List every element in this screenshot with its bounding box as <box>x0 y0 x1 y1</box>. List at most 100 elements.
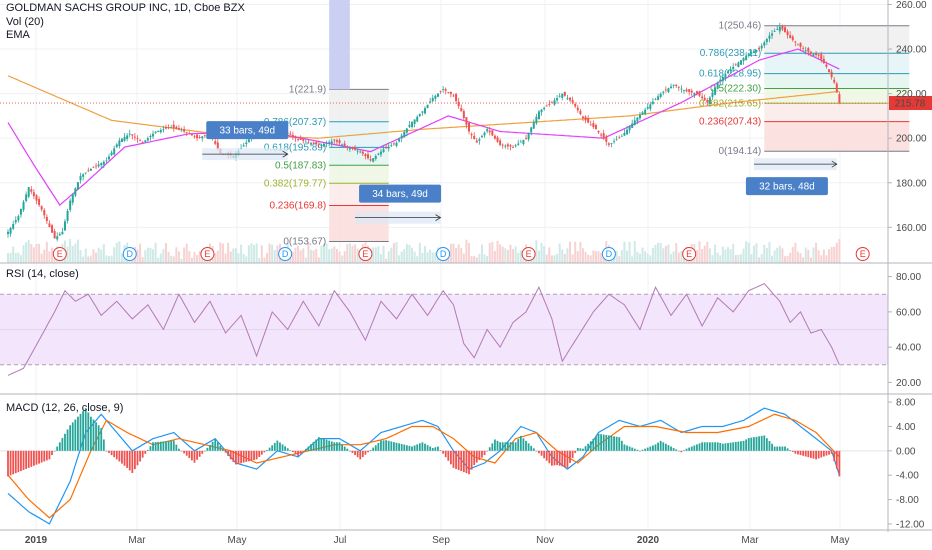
event-marker-letter: D <box>282 249 289 259</box>
macd-histogram-bar <box>636 449 639 451</box>
candle-body <box>436 93 439 97</box>
candle-body <box>149 135 152 138</box>
macd-histogram-bar <box>442 450 445 454</box>
event-marker <box>278 247 293 261</box>
candle-body <box>361 151 364 154</box>
candle-body <box>628 126 631 131</box>
volume-bar <box>682 256 685 263</box>
candle-body <box>170 127 173 128</box>
volume-indicator-label[interactable]: Vol (20) <box>6 16 44 28</box>
volume-bar <box>193 252 196 263</box>
last-price-tag <box>889 96 932 111</box>
volume-bar <box>413 251 416 263</box>
macd-histogram-bar <box>729 442 732 451</box>
candle-body <box>193 136 196 138</box>
candle-body <box>470 133 473 136</box>
volume-bar <box>102 244 105 263</box>
macd-histogram-bar <box>343 446 346 451</box>
candle-body <box>382 149 385 152</box>
volume-bar <box>804 247 807 263</box>
volume-bar <box>468 243 471 263</box>
candle-body <box>175 126 178 129</box>
volume-bar <box>465 239 468 263</box>
candle-body <box>714 87 717 95</box>
ema-indicator-label[interactable]: EMA <box>6 29 30 41</box>
macd-histogram-bar <box>203 450 206 452</box>
candle-body <box>144 140 147 142</box>
candle-body <box>413 119 416 124</box>
candle-body <box>141 142 144 144</box>
volume-bar <box>310 249 313 263</box>
volume-bar <box>677 252 680 263</box>
macd-histogram-bar <box>338 442 341 451</box>
symbol-title[interactable]: GOLDMAN SACHS GROUP INC, 1D, Cboe BZX <box>6 2 245 14</box>
volume-bar <box>232 248 235 263</box>
macd-histogram-bar <box>92 419 95 451</box>
candle-body <box>304 141 307 143</box>
candle-body <box>631 123 634 128</box>
volume-bar <box>470 255 473 263</box>
candle-body <box>742 57 745 61</box>
volume-bar <box>486 255 489 263</box>
macd-histogram-bar <box>644 448 647 451</box>
price-axis-tick-label: 180.00 <box>896 178 927 189</box>
price-axis-tick-label: 240.00 <box>896 45 927 56</box>
candle-body <box>768 35 771 39</box>
volume-bar <box>312 250 315 263</box>
candle-body <box>576 107 579 111</box>
macd-histogram-bar <box>356 450 359 458</box>
volume-bar <box>188 251 191 263</box>
macd-histogram-bar <box>260 450 263 455</box>
candle-body <box>196 134 199 139</box>
macd-histogram-bar <box>172 440 175 451</box>
macd-histogram-bar <box>610 435 613 451</box>
candle-body <box>76 182 79 190</box>
volume-bar <box>825 255 828 263</box>
candle-body <box>750 52 753 54</box>
macd-axis-tick-label: -4.00 <box>896 471 919 482</box>
volume-bar <box>719 255 722 263</box>
macd-histogram-bar <box>639 450 641 452</box>
volume-bar <box>711 255 714 263</box>
candle-body <box>188 133 191 135</box>
candle-body <box>587 118 590 123</box>
volume-bar <box>597 251 600 263</box>
volume-bar <box>773 250 776 263</box>
macd-histogram-bar <box>255 450 258 460</box>
candle-body <box>185 132 188 134</box>
fib-zone <box>764 73 910 89</box>
macd-histogram-bar <box>253 450 255 460</box>
volume-bar <box>330 248 333 263</box>
macd-histogram-bar <box>377 442 380 451</box>
volume-bar <box>346 244 349 263</box>
candle-body <box>693 93 696 95</box>
volume-bar <box>291 251 294 263</box>
candle-body <box>732 66 735 70</box>
candle-body <box>118 140 121 147</box>
macd-histogram-bar <box>297 450 299 456</box>
macd-pane-title[interactable]: MACD (12, 26, close, 9) <box>6 402 124 414</box>
candle-body <box>504 145 507 147</box>
rsi-pane-title[interactable]: RSI (14, close) <box>6 268 79 280</box>
volume-bar <box>667 244 670 263</box>
event-marker <box>855 247 870 261</box>
macd-histogram-bar <box>110 450 113 456</box>
macd-histogram-bar <box>802 450 805 456</box>
macd-histogram-bar <box>178 448 180 451</box>
volume-bar <box>105 255 108 263</box>
volume-bar <box>224 253 227 263</box>
candle-body <box>755 50 758 52</box>
macd-histogram-bar <box>424 443 426 451</box>
macd-histogram-bar <box>683 450 685 452</box>
volume-bar <box>838 239 841 263</box>
volume-bar <box>247 245 250 263</box>
fib-level-label: 0.618(195.89) <box>264 142 326 153</box>
candle-body <box>359 151 362 153</box>
macd-histogram-bar <box>727 443 729 451</box>
candle-body <box>307 141 310 143</box>
event-marker-letter: D <box>606 249 613 259</box>
macd-histogram-bar <box>71 422 74 451</box>
time-axis-tick-label: 2020 <box>637 535 660 546</box>
macd-histogram-bar <box>38 450 40 464</box>
